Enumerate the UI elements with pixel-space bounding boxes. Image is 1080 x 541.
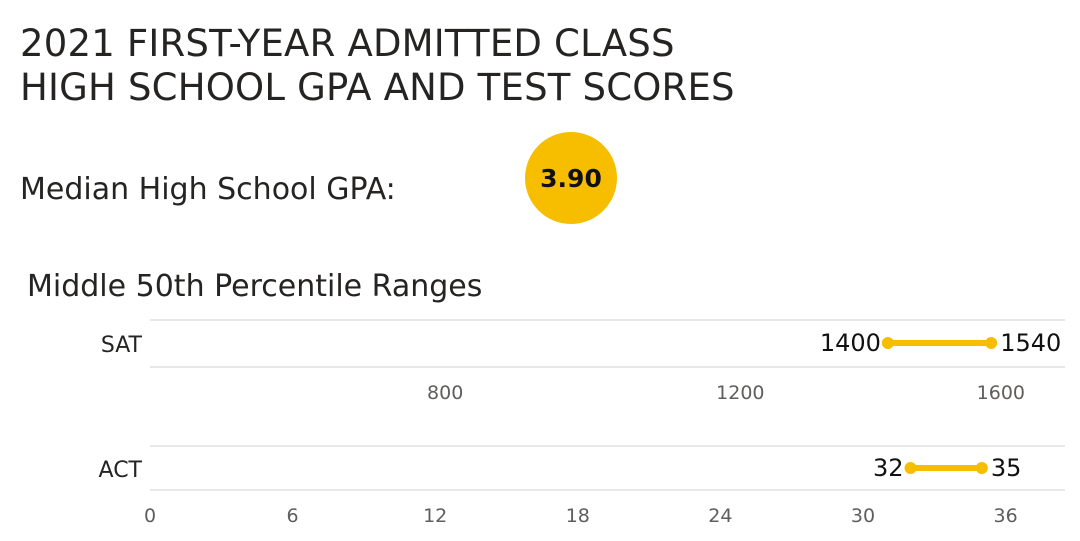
act-low-label: 32 [873, 454, 904, 482]
sat-tick-label: 1600 [977, 382, 1025, 404]
sat-tick-label: 1200 [716, 382, 764, 404]
gpa-value: 3.90 [540, 163, 602, 193]
act-tick-label: 24 [708, 505, 732, 527]
title-line-1: 2021 FIRST-YEAR ADMITTED CLASS [20, 22, 675, 65]
sat-tick-label: 800 [427, 382, 463, 404]
act-tick-label: 18 [566, 505, 590, 527]
act-low-point [904, 462, 917, 474]
act-high-point [975, 462, 988, 474]
act-tick-label: 0 [144, 505, 156, 527]
page-title: 2021 FIRST-YEAR ADMITTED CLASS HIGH SCHO… [20, 22, 735, 110]
act-category-label: ACT [99, 458, 143, 483]
sat-high-label: 1540 [1000, 329, 1061, 357]
act-tick-label: 36 [993, 505, 1017, 527]
act-tick-label: 30 [851, 505, 875, 527]
act-tick-label: 12 [423, 505, 447, 527]
act-tick-label: 6 [287, 505, 299, 527]
sat-low-point [881, 337, 894, 349]
sat-chart: SAT 800 1200 1600 1400 1540 [101, 319, 1065, 404]
sat-high-point [985, 337, 998, 349]
gpa-value-badge: 3.90 [525, 132, 617, 224]
ranges-title: Middle 50th Percentile Ranges [27, 269, 483, 304]
sat-category-label: SAT [101, 333, 143, 358]
act-high-label: 35 [991, 454, 1022, 482]
gpa-label: Median High School GPA: [20, 172, 396, 207]
sat-low-label: 1400 [820, 329, 881, 357]
title-line-2: HIGH SCHOOL GPA AND TEST SCORES [20, 66, 735, 109]
